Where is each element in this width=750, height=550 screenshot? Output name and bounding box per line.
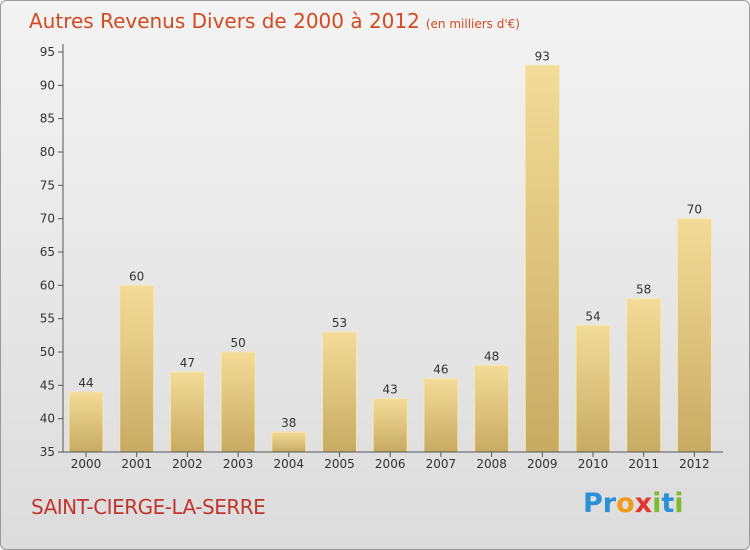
y-tick-label: 65 bbox=[40, 245, 55, 259]
y-tick-label: 70 bbox=[40, 212, 55, 226]
y-tick-label: 75 bbox=[40, 178, 55, 192]
y-tick-label: 95 bbox=[40, 45, 55, 59]
bar-value-label: 53 bbox=[332, 316, 347, 330]
x-tick-label: 2012 bbox=[679, 457, 710, 471]
title-unit: (en milliers d'€) bbox=[425, 17, 520, 31]
x-tick-label: 2000 bbox=[71, 457, 102, 471]
bars-group: 44 60 47 50 38 53 43 46 48 93 54 58 70 bbox=[68, 49, 712, 453]
bar-value-label: 38 bbox=[281, 416, 296, 430]
x-tick-label: 2006 bbox=[375, 457, 406, 471]
y-tick-label: 55 bbox=[40, 312, 55, 326]
bar bbox=[524, 64, 560, 453]
place-name: SAINT-CIERGE-LA-SERRE bbox=[31, 495, 266, 519]
axes bbox=[62, 44, 723, 453]
logo-letter: r bbox=[602, 488, 617, 519]
x-tick-label: 2008 bbox=[476, 457, 507, 471]
proxiti-logo: Proxiti bbox=[583, 488, 684, 519]
x-tick-label: 2007 bbox=[426, 457, 457, 471]
logo-letter: o bbox=[616, 488, 635, 519]
bar-value-label: 58 bbox=[636, 283, 651, 297]
y-tick-label: 45 bbox=[40, 378, 55, 392]
bar bbox=[423, 378, 459, 453]
bar bbox=[220, 351, 256, 453]
bar bbox=[575, 324, 611, 453]
x-tick-label: 2003 bbox=[223, 457, 254, 471]
bar-value-label: 47 bbox=[180, 356, 195, 370]
bar bbox=[372, 398, 408, 453]
logo-letter: P bbox=[583, 488, 603, 519]
bar-value-label: 46 bbox=[433, 363, 448, 377]
bar-value-label: 44 bbox=[78, 376, 93, 390]
logo-letter: i bbox=[652, 488, 662, 519]
bar-value-label: 48 bbox=[484, 349, 499, 363]
bar bbox=[322, 331, 357, 453]
bar bbox=[474, 364, 510, 453]
y-axis-ticks: 35 40 45 50 55 60 65 70 75 80 85 90 95 bbox=[40, 45, 63, 459]
logo-letter: t bbox=[661, 488, 675, 519]
bar bbox=[626, 298, 662, 453]
y-tick-label: 40 bbox=[40, 412, 55, 426]
bar-value-label: 93 bbox=[535, 49, 550, 63]
x-tick-label: 2010 bbox=[578, 457, 609, 471]
y-tick-label: 90 bbox=[40, 78, 55, 92]
y-tick-label: 85 bbox=[40, 112, 55, 126]
x-tick-label: 2009 bbox=[527, 457, 558, 471]
x-axis-labels: 2000 2001 2002 2003 2004 2005 2006 2007 2008 2009… bbox=[71, 452, 710, 471]
logo-letter: x bbox=[634, 488, 653, 519]
y-tick-label: 50 bbox=[40, 345, 55, 359]
bar bbox=[169, 371, 205, 453]
x-tick-label: 2005 bbox=[324, 457, 355, 471]
bar bbox=[676, 218, 712, 453]
bar bbox=[119, 284, 155, 453]
bar-value-label: 43 bbox=[383, 383, 398, 397]
y-tick-label: 35 bbox=[40, 445, 55, 459]
y-tick-label: 80 bbox=[40, 145, 55, 159]
x-tick-label: 2002 bbox=[172, 457, 203, 471]
title-text: Autres Revenus Divers de 2000 à 2012 bbox=[29, 9, 420, 33]
y-tick-label: 60 bbox=[40, 278, 55, 292]
chart-title: Autres Revenus Divers de 2000 à 2012 (en … bbox=[29, 9, 520, 33]
x-tick-label: 2001 bbox=[121, 457, 152, 471]
bar bbox=[271, 431, 307, 453]
bar-value-label: 70 bbox=[687, 203, 702, 217]
bar-value-label: 50 bbox=[230, 336, 245, 350]
bar-value-label: 54 bbox=[585, 309, 600, 323]
x-tick-label: 2011 bbox=[628, 457, 659, 471]
x-tick-label: 2004 bbox=[274, 457, 305, 471]
logo-letter: i bbox=[674, 488, 684, 519]
bar-value-label: 60 bbox=[129, 269, 144, 283]
bar bbox=[68, 391, 104, 453]
